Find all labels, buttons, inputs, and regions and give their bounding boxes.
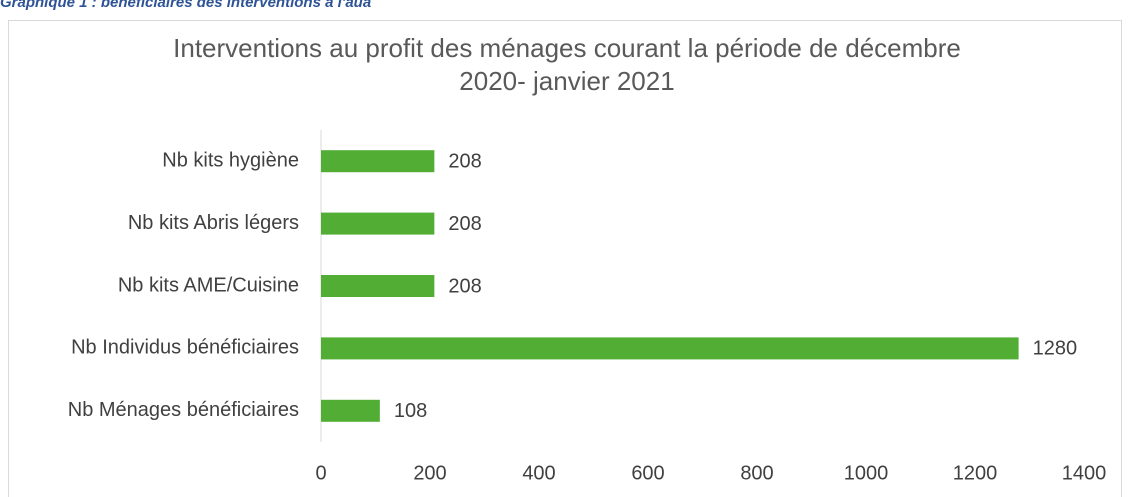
data-label: 208 (448, 213, 481, 235)
y-tick-label: Nb kits AME/Cuisine (118, 274, 299, 296)
x-tick-label: 0 (315, 462, 326, 484)
y-tick-label: Nb kits hygiène (162, 149, 299, 171)
chart-title: Interventions au profit des ménages cour… (173, 33, 961, 96)
bar (321, 150, 435, 173)
x-tick-label: 200 (413, 462, 446, 484)
y-tick-label: Nb Individus bénéficiaires (71, 337, 299, 359)
chart-frame (8, 20, 1122, 497)
x-tick-label: 1400 (1062, 462, 1107, 484)
bar (321, 275, 435, 297)
x-tick-label: 800 (740, 462, 773, 484)
bar (321, 212, 435, 235)
data-label: 108 (394, 400, 427, 422)
bar (321, 399, 380, 422)
data-label: 208 (448, 150, 481, 172)
x-tick-label: 1200 (953, 462, 998, 484)
y-tick-label: Nb kits Abris légers (128, 212, 299, 234)
x-tick-label: 1000 (844, 462, 889, 484)
y-tick-label: Nb Ménages bénéficiaires (68, 399, 299, 421)
x-tick-label: 600 (631, 462, 664, 484)
data-label: 1280 (1033, 338, 1078, 360)
caption: Graphique 1 : bénéficiaires des interven… (0, 0, 372, 11)
bar (321, 337, 1019, 360)
data-label: 208 (448, 275, 481, 297)
x-tick-label: 400 (522, 462, 555, 484)
